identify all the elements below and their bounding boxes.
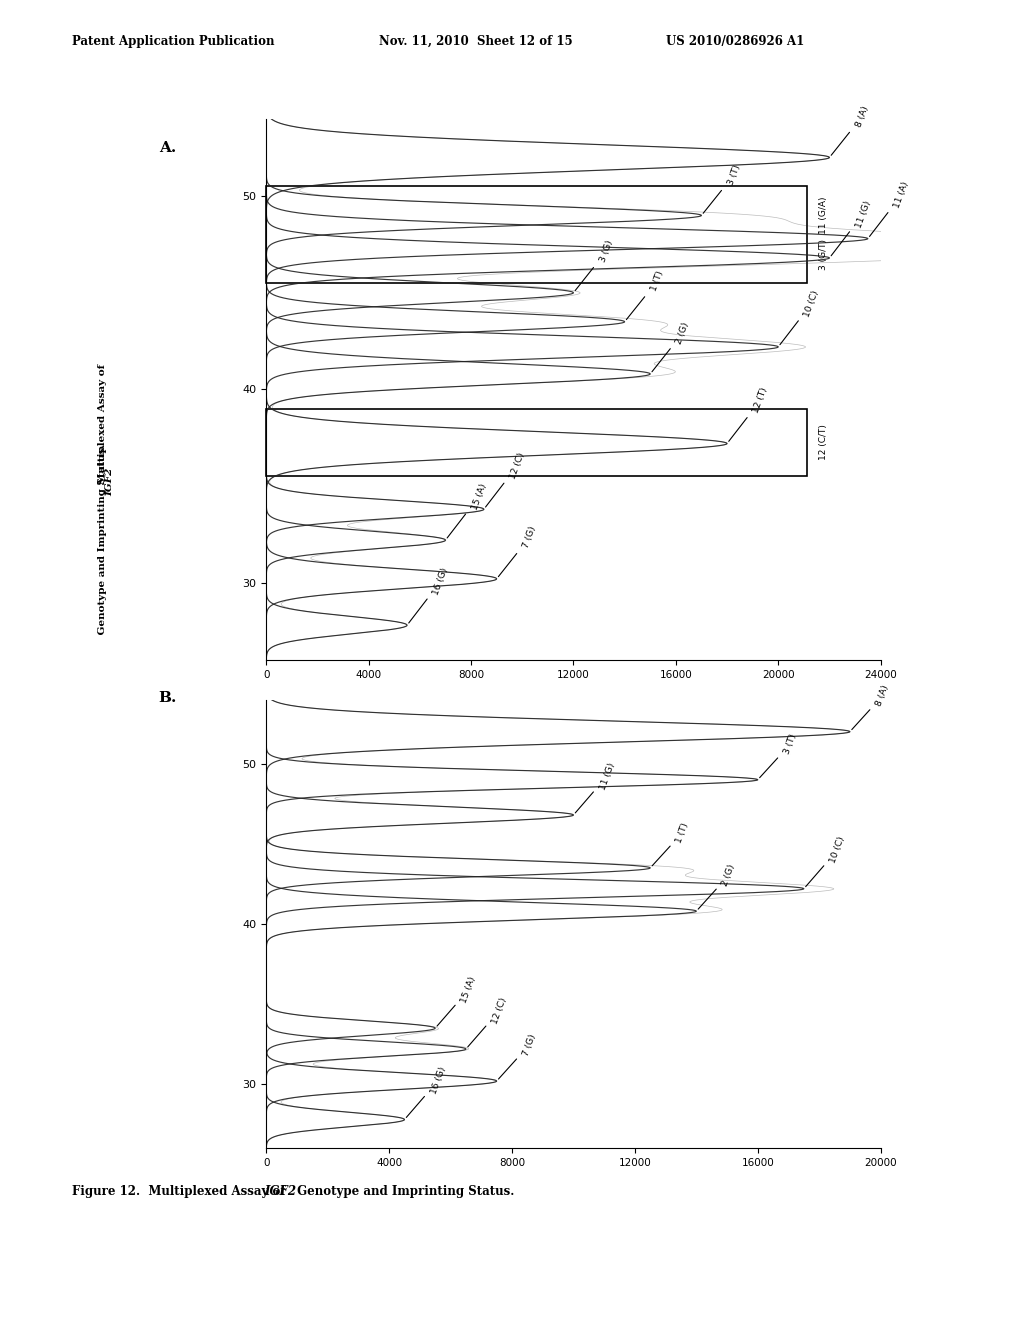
Text: 7 (G): 7 (G) — [499, 1032, 538, 1078]
Bar — [266, 409, 807, 477]
Text: 12 (T): 12 (T) — [729, 387, 769, 441]
Text: 11 (G/A): 11 (G/A) — [819, 197, 828, 234]
Text: 1 (T): 1 (T) — [627, 271, 665, 319]
Text: B.: B. — [159, 692, 177, 705]
Text: 3 (T): 3 (T) — [760, 733, 798, 777]
Text: Nov. 11, 2010  Sheet 12 of 15: Nov. 11, 2010 Sheet 12 of 15 — [379, 34, 572, 48]
Text: 16 (G): 16 (G) — [409, 566, 450, 623]
Text: 7 (G): 7 (G) — [499, 525, 538, 577]
Text: 11 (A): 11 (A) — [869, 181, 910, 236]
Text: US 2010/0286926 A1: US 2010/0286926 A1 — [666, 34, 804, 48]
Text: 1 (T): 1 (T) — [652, 821, 690, 866]
Text: 10 (C): 10 (C) — [780, 289, 820, 345]
Text: 12 (C): 12 (C) — [485, 451, 526, 507]
Text: Genotype and Imprinting Status.: Genotype and Imprinting Status. — [293, 1184, 514, 1197]
Text: 3 (G): 3 (G) — [575, 239, 614, 290]
Text: IGF2: IGF2 — [264, 1184, 296, 1197]
Text: 15 (A): 15 (A) — [447, 482, 487, 539]
Text: 3 (T): 3 (T) — [703, 164, 741, 214]
Text: 3 (G/T): 3 (G/T) — [819, 239, 828, 269]
Text: Multiplexed Assay of: Multiplexed Assay of — [98, 360, 106, 484]
Text: Patent Application Publication: Patent Application Publication — [72, 34, 274, 48]
Text: 8 (A): 8 (A) — [852, 684, 891, 730]
Text: Figure 12.  Multiplexed Assay of: Figure 12. Multiplexed Assay of — [72, 1184, 290, 1197]
Text: 11 (G): 11 (G) — [831, 199, 872, 256]
Text: Genotype and Imprinting Status.: Genotype and Imprinting Status. — [98, 444, 106, 639]
Text: 12 (C): 12 (C) — [468, 997, 508, 1047]
Text: 12 (C/T): 12 (C/T) — [819, 425, 828, 461]
Text: 8 (A): 8 (A) — [831, 106, 870, 156]
Text: 11 (G): 11 (G) — [575, 762, 616, 813]
Text: 2 (G): 2 (G) — [698, 863, 737, 909]
Bar — [266, 186, 807, 282]
Text: 15 (A): 15 (A) — [437, 975, 477, 1026]
Text: 2 (G): 2 (G) — [652, 321, 691, 372]
Text: IGF2: IGF2 — [105, 467, 114, 496]
Text: A.: A. — [159, 141, 176, 154]
Text: 10 (C): 10 (C) — [806, 836, 846, 887]
Text: 16 (G): 16 (G) — [407, 1065, 447, 1118]
